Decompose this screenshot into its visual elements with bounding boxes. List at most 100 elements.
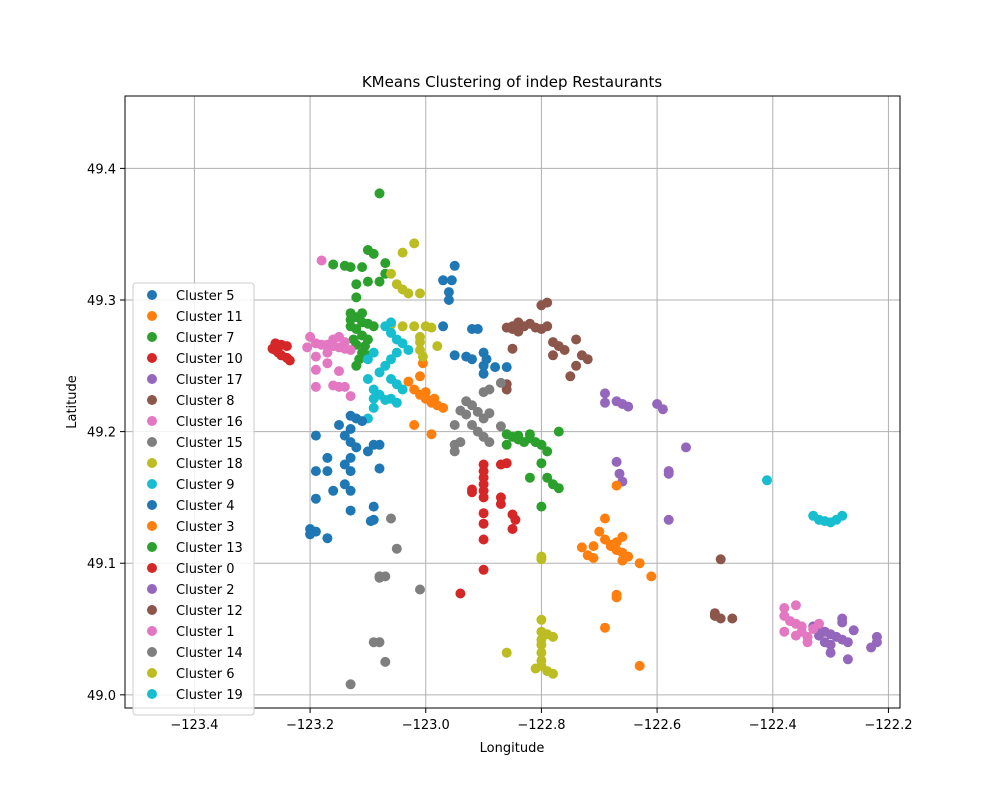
data-point — [322, 533, 333, 544]
data-point — [322, 358, 333, 369]
data-point — [368, 514, 379, 525]
legend-label: Cluster 11 — [176, 310, 243, 325]
data-point — [345, 391, 356, 402]
x-tick-label: −123.2 — [286, 718, 334, 733]
data-point — [501, 362, 512, 373]
legend-marker — [147, 542, 157, 552]
legend-label: Cluster 18 — [176, 457, 243, 472]
data-point — [536, 501, 547, 512]
data-point — [467, 487, 477, 498]
data-point — [779, 626, 790, 637]
legend-box — [132, 282, 255, 716]
chart-title: KMeans Clustering of indep Restaurants — [362, 73, 663, 91]
data-point — [368, 248, 379, 259]
data-point — [814, 618, 824, 629]
data-point — [374, 188, 385, 199]
data-point — [524, 472, 535, 483]
data-point — [284, 355, 295, 366]
data-point — [310, 351, 321, 362]
data-point — [484, 437, 495, 448]
data-point — [536, 614, 547, 625]
data-point — [478, 368, 489, 379]
series-cluster-15 — [345, 377, 506, 690]
data-point — [310, 430, 321, 441]
series-cluster-8 — [501, 297, 593, 395]
data-point — [524, 429, 535, 440]
data-point — [391, 347, 402, 358]
data-point — [501, 384, 512, 395]
data-point — [478, 518, 489, 529]
data-point — [351, 442, 362, 453]
data-point — [663, 468, 674, 479]
legend-label: Cluster 16 — [176, 415, 243, 430]
data-point — [614, 468, 625, 479]
data-point — [397, 338, 408, 349]
data-point — [455, 437, 466, 448]
data-point — [345, 679, 356, 690]
data-point — [409, 420, 420, 430]
data-point — [657, 404, 668, 415]
y-tick-label: 49.2 — [87, 426, 116, 441]
data-point — [837, 510, 848, 521]
data-point — [380, 656, 391, 667]
data-point — [339, 479, 350, 490]
data-point — [345, 466, 356, 477]
data-point — [362, 374, 373, 384]
series-cluster-12 — [709, 554, 738, 624]
data-point — [429, 393, 440, 404]
y-axis-title: Latitude — [65, 375, 80, 429]
legend-label: Cluster 12 — [176, 604, 243, 619]
data-point — [328, 259, 339, 270]
data-point — [484, 408, 495, 419]
data-point — [842, 637, 853, 648]
series-cluster-5 — [438, 260, 512, 379]
data-point — [548, 350, 558, 361]
x-tick-label: −122.4 — [749, 718, 797, 733]
series-cluster-4 — [305, 410, 385, 544]
legend-label: Cluster 7 — [176, 331, 235, 346]
data-point — [530, 663, 541, 674]
data-point — [397, 247, 408, 258]
data-point — [542, 297, 553, 308]
data-point — [478, 534, 489, 545]
data-point — [380, 571, 391, 582]
legend-marker — [147, 668, 157, 678]
data-point — [484, 384, 495, 395]
series-cluster-6 — [501, 551, 558, 679]
x-axis-title: Longitude — [480, 741, 545, 756]
data-point — [426, 429, 437, 440]
data-point — [345, 424, 356, 434]
data-point — [403, 345, 414, 355]
data-point — [553, 426, 564, 437]
data-point — [391, 397, 402, 408]
data-point — [848, 625, 859, 636]
data-point — [310, 381, 321, 392]
data-point — [310, 466, 321, 477]
data-point — [605, 541, 616, 552]
data-point — [273, 347, 284, 358]
data-point — [842, 654, 853, 665]
data-point — [409, 321, 420, 332]
data-point — [478, 508, 489, 519]
legend-label: Cluster 10 — [176, 352, 243, 367]
data-point — [345, 485, 356, 496]
data-point — [513, 326, 524, 337]
legend-marker — [147, 689, 157, 699]
data-point — [449, 260, 460, 271]
axis-ticks: −123.4 −123.2 −123.0 −122.8 −122.6 −122.4 −122… — [87, 162, 912, 733]
series-cluster-7 — [328, 188, 391, 371]
data-point — [495, 377, 506, 388]
data-point — [446, 275, 457, 286]
x-tick-label: −123.4 — [170, 718, 218, 733]
data-point — [380, 360, 391, 371]
legend-label: Cluster 19 — [176, 688, 243, 703]
series-cluster-13 — [501, 426, 564, 512]
data-point — [374, 463, 385, 474]
legend-marker — [147, 479, 157, 489]
data-point — [443, 287, 454, 298]
y-tick-label: 49.0 — [87, 689, 116, 704]
data-point — [345, 505, 356, 516]
data-point — [380, 258, 391, 269]
data-point — [646, 571, 657, 582]
